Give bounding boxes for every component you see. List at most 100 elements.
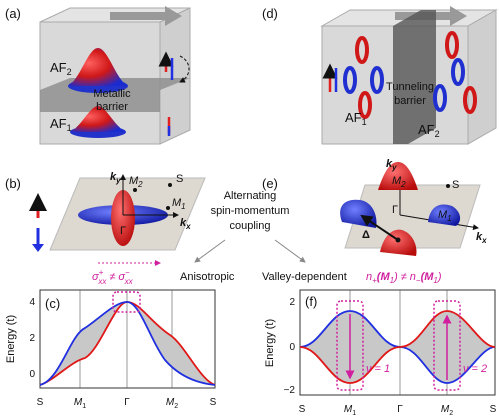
- axis-label: kx: [180, 217, 191, 231]
- label-base: S: [490, 404, 497, 415]
- label-sub: y: [115, 176, 121, 185]
- highlight: [112, 291, 141, 313]
- layer-label: AF1: [50, 116, 72, 133]
- y-tick-label: 0: [289, 342, 295, 353]
- panel-label: (c): [45, 296, 60, 311]
- current-arrow: [110, 6, 182, 26]
- label-sub: +: [372, 276, 377, 285]
- fermi-surface: [378, 162, 418, 190]
- panel-label: (d): [262, 6, 278, 21]
- y-axis-label: Energy (t): [264, 319, 276, 367]
- x-tick-labels: S M1 Γ M2 SS M1 Γ M2 S: [37, 397, 497, 417]
- relation: ≠: [109, 271, 115, 283]
- density-relation: n+(M1) ≠ n−(M1): [366, 271, 442, 285]
- caption-line: spin-momentum: [211, 205, 290, 217]
- fermi-ring: [445, 31, 459, 59]
- fermi-ring: [433, 84, 447, 112]
- caption: Valley-dependent: [262, 271, 347, 283]
- axis-label: ky: [386, 158, 397, 172]
- label-sub: 2: [400, 180, 406, 189]
- box-side: [159, 7, 191, 145]
- point-label: M2: [392, 175, 406, 189]
- label-base: σ: [92, 271, 99, 283]
- plot-frame: [299, 289, 496, 396]
- label-sub: 1: [181, 202, 185, 211]
- label-base: n: [410, 271, 416, 283]
- fermi-ring: [463, 86, 477, 114]
- label-sub: 2: [435, 129, 440, 139]
- point-label: M1: [438, 209, 452, 223]
- panel-d: (d) Tunneling barrier AF1 AF2: [262, 6, 498, 145]
- fermi-ring: [358, 91, 372, 119]
- fermi-ring: [370, 66, 384, 94]
- fermi-surface: [111, 190, 135, 246]
- layer-label: AF1: [345, 110, 367, 127]
- label-base: AF: [50, 60, 67, 75]
- label-sup: −: [125, 268, 130, 277]
- label-base: M: [392, 175, 402, 187]
- point-label: S: [452, 179, 459, 191]
- label-sup: +: [99, 268, 104, 277]
- valley-label: ν = 1: [366, 363, 390, 375]
- delta-arrow: [360, 214, 399, 241]
- label-sub: 2: [67, 67, 72, 77]
- fermi-surface: [70, 106, 126, 132]
- band-down: [39, 301, 216, 386]
- x-tick-label: S: [210, 397, 217, 408]
- fermi-surface: [68, 48, 128, 86]
- band-splitting: [40, 302, 215, 385]
- caption-line: Alternating: [224, 190, 277, 202]
- label-base: k: [476, 231, 483, 243]
- label-sub: 2: [137, 180, 143, 189]
- label-sub: 1: [447, 214, 451, 223]
- panel-label: (e): [262, 176, 278, 191]
- label-base: k: [180, 217, 187, 229]
- panel-f: (f) Energy (t) 2 0 −2 ν = 1 ν = 2: [264, 289, 496, 396]
- label-close: ): [436, 271, 442, 283]
- barrier-label: Tunneling: [386, 81, 434, 93]
- label-sub: 1: [390, 276, 394, 285]
- y-tick-label: −2: [284, 385, 296, 396]
- fermi-ring: [355, 36, 369, 64]
- label-base: AF: [418, 122, 435, 137]
- label-base: Γ: [397, 404, 403, 415]
- label-close: ): [392, 271, 398, 283]
- label-sub: y: [391, 163, 397, 172]
- layer-label: AF2: [418, 122, 440, 139]
- x-tick-label: M2: [441, 404, 453, 417]
- label-base: S: [37, 397, 44, 408]
- point-label: M2: [129, 175, 143, 189]
- point-label: Γ: [392, 204, 398, 216]
- fermi-surface: [380, 229, 417, 256]
- k-point: [395, 237, 401, 243]
- label-base: M: [344, 404, 353, 415]
- caption-line: coupling: [230, 220, 271, 232]
- label-base: M: [172, 197, 182, 209]
- caption: Anisotropic: [180, 271, 235, 283]
- x-tick-label: Γ: [124, 397, 130, 408]
- highlight: [336, 300, 364, 391]
- label-base: Γ: [124, 397, 130, 408]
- conductivity-relation: σ+ xx ≠ σ− xx: [92, 268, 134, 286]
- label-base: M: [74, 397, 83, 408]
- axis-label: ky: [110, 171, 121, 185]
- label-sub: xx: [124, 277, 134, 286]
- label-sub: 1: [362, 117, 367, 127]
- y-tick-label: 0: [29, 369, 35, 380]
- rotation-arrow: [179, 55, 190, 83]
- x-tick-label: S: [37, 397, 44, 408]
- axis-label: kx: [476, 231, 487, 245]
- label-sub: 1: [433, 276, 437, 285]
- label-base: M: [166, 397, 175, 408]
- k-point: [168, 183, 172, 187]
- label-sub: 2: [174, 403, 178, 410]
- x-tick-label: S: [490, 404, 497, 415]
- tunneling-barrier: [393, 10, 436, 144]
- barrier-label: barrier: [394, 95, 426, 107]
- x-tick-label: S: [299, 404, 306, 415]
- label-base: σ: [118, 271, 125, 283]
- y-axis-label: Energy (t): [5, 315, 17, 363]
- label-sub: xx: [97, 277, 107, 286]
- k-point: [446, 184, 450, 188]
